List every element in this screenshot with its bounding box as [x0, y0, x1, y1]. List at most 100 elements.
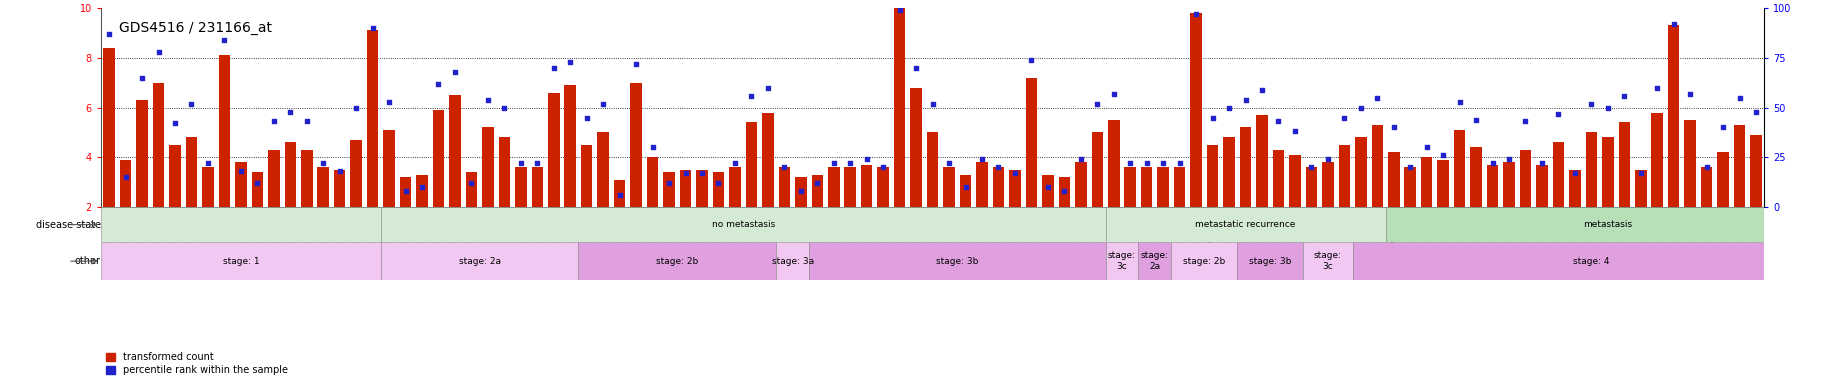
- Bar: [1352, 242, 1830, 280]
- Point: [754, 84, 783, 91]
- Bar: [1157, 167, 1168, 207]
- Bar: [301, 150, 312, 207]
- Bar: [809, 242, 1106, 280]
- Point: [803, 180, 833, 187]
- Bar: [1207, 145, 1218, 207]
- Bar: [763, 113, 774, 207]
- Bar: [943, 167, 956, 207]
- Point: [770, 164, 800, 170]
- Bar: [1421, 157, 1432, 207]
- Bar: [959, 175, 972, 207]
- Bar: [1058, 177, 1069, 207]
- Point: [556, 58, 585, 65]
- Bar: [713, 172, 724, 207]
- Point: [1363, 94, 1392, 101]
- Point: [1115, 161, 1144, 167]
- Point: [787, 188, 816, 194]
- Bar: [1537, 165, 1548, 207]
- Point: [242, 180, 271, 187]
- Point: [1082, 101, 1111, 107]
- Point: [704, 180, 734, 187]
- Bar: [1471, 147, 1482, 207]
- Point: [869, 164, 899, 170]
- Bar: [466, 172, 477, 207]
- Bar: [1025, 78, 1038, 207]
- Point: [1049, 188, 1078, 194]
- Point: [1676, 91, 1706, 97]
- Point: [950, 184, 979, 190]
- Bar: [1553, 142, 1564, 207]
- Text: stage: 3b: stage: 3b: [935, 257, 979, 266]
- Point: [110, 174, 139, 180]
- Bar: [1355, 137, 1366, 207]
- Point: [176, 101, 205, 107]
- Bar: [169, 145, 182, 207]
- Bar: [1304, 242, 1352, 280]
- Bar: [268, 150, 279, 207]
- Point: [407, 184, 436, 190]
- Point: [671, 170, 701, 177]
- Point: [1148, 161, 1177, 167]
- Point: [1330, 114, 1359, 121]
- Point: [193, 161, 222, 167]
- Bar: [680, 170, 691, 207]
- Bar: [1700, 167, 1713, 207]
- Bar: [1339, 145, 1350, 207]
- Point: [1610, 93, 1640, 99]
- Bar: [218, 55, 229, 207]
- Point: [1033, 184, 1062, 190]
- Text: GDS4516 / 231166_at: GDS4516 / 231166_at: [119, 21, 271, 35]
- Bar: [1240, 127, 1251, 207]
- Bar: [1454, 130, 1465, 207]
- Point: [473, 96, 503, 103]
- Point: [1643, 84, 1673, 91]
- Point: [820, 161, 849, 167]
- Bar: [1603, 137, 1614, 207]
- Bar: [1139, 242, 1172, 280]
- Bar: [1223, 137, 1234, 207]
- Bar: [1717, 152, 1729, 207]
- Bar: [334, 170, 345, 207]
- Point: [143, 48, 172, 55]
- Bar: [779, 167, 790, 207]
- Bar: [251, 172, 262, 207]
- Point: [1726, 94, 1755, 101]
- Point: [94, 31, 123, 37]
- Bar: [367, 30, 378, 207]
- Point: [1066, 156, 1095, 162]
- Point: [1742, 108, 1772, 114]
- Point: [1132, 161, 1161, 167]
- Legend: transformed count, percentile rank within the sample: transformed count, percentile rank withi…: [106, 353, 288, 375]
- Bar: [1733, 125, 1746, 207]
- Bar: [1009, 170, 1022, 207]
- Bar: [565, 85, 576, 207]
- Text: stage: 3a: stage: 3a: [772, 257, 814, 266]
- Text: stage: 2a: stage: 2a: [458, 257, 501, 266]
- Point: [358, 25, 387, 31]
- Point: [1478, 161, 1508, 167]
- Point: [424, 81, 453, 87]
- Point: [934, 161, 963, 167]
- Bar: [400, 177, 411, 207]
- Bar: [1684, 120, 1696, 207]
- Point: [341, 104, 370, 111]
- Point: [539, 65, 569, 71]
- Point: [1660, 21, 1689, 27]
- Bar: [1190, 13, 1201, 207]
- Bar: [433, 110, 444, 207]
- Point: [1165, 161, 1194, 167]
- Point: [1561, 170, 1590, 177]
- Point: [622, 61, 651, 67]
- Point: [919, 101, 948, 107]
- Point: [127, 74, 156, 81]
- Bar: [152, 83, 165, 207]
- Bar: [499, 137, 510, 207]
- Bar: [1388, 152, 1399, 207]
- Bar: [598, 132, 609, 207]
- Point: [1000, 170, 1029, 177]
- Point: [1214, 104, 1243, 111]
- Bar: [1106, 207, 1385, 242]
- Bar: [202, 167, 215, 207]
- Point: [886, 7, 915, 13]
- Bar: [1273, 150, 1284, 207]
